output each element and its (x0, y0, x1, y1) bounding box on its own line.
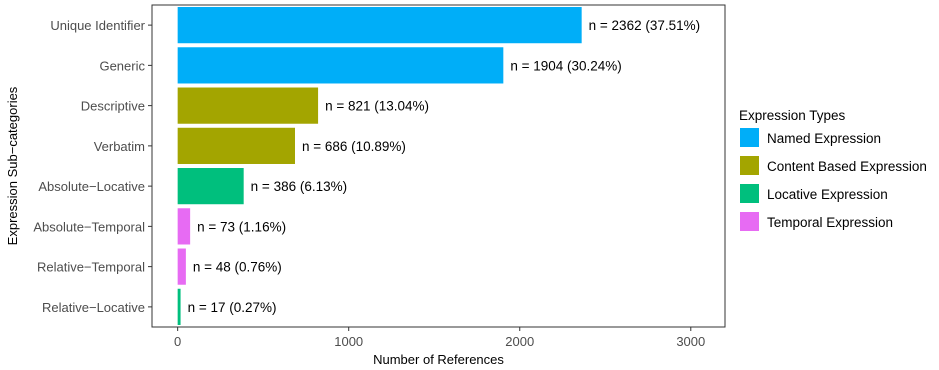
x-tick-label: 3000 (676, 334, 705, 349)
bars-layer (177, 7, 582, 325)
y-tick-label: Absolute−Locative (38, 179, 145, 194)
y-tick-label: Relative−Locative (42, 300, 145, 315)
legend-label: Locative Expression (767, 187, 888, 202)
data-label: n = 17 (0.27%) (188, 300, 277, 315)
data-label: n = 1904 (30.24%) (510, 58, 621, 73)
data-label: n = 686 (10.89%) (302, 139, 406, 154)
data-labels-layer: n = 2362 (37.51%) n = 1904 (30.24%) n = 82… (188, 18, 701, 315)
legend-swatch (740, 156, 759, 175)
y-tick-label: Verbatim (94, 139, 145, 154)
y-tick-label: Unique Identifier (50, 18, 145, 33)
bar (177, 168, 244, 205)
legend-label: Temporal Expression (767, 215, 893, 230)
y-tick-label: Descriptive (81, 99, 145, 114)
bar (177, 47, 504, 84)
legend-label: Content Based Expression (767, 159, 927, 174)
y-tick-label: Relative−Temporal (37, 260, 145, 275)
x-tick-label: 0 (174, 334, 181, 349)
bar (177, 87, 319, 124)
data-label: n = 73 (1.16%) (197, 219, 286, 234)
data-label: n = 2362 (37.51%) (589, 18, 700, 33)
data-label: n = 386 (6.13%) (251, 179, 347, 194)
bar (177, 208, 191, 245)
bar (177, 248, 186, 285)
x-tick-label: 2000 (505, 334, 534, 349)
y-tick-label: Generic (99, 58, 145, 73)
data-label: n = 48 (0.76%) (193, 260, 282, 275)
bar (177, 288, 181, 325)
y-axis-title: Expression Sub−categories (5, 86, 20, 245)
legend-swatch (740, 128, 759, 147)
x-axis-title: Number of References (373, 352, 504, 367)
legend: Expression Types Named Expression Content… (739, 108, 927, 231)
x-tick-label: 1000 (334, 334, 363, 349)
legend-swatch (740, 184, 759, 203)
x-axis: 0 1000 2000 3000 (174, 327, 705, 349)
legend-label: Named Expression (767, 131, 881, 146)
legend-title: Expression Types (739, 108, 846, 123)
y-tick-label: Absolute−Temporal (33, 219, 145, 234)
legend-swatch (740, 212, 759, 231)
data-label: n = 821 (13.04%) (325, 99, 429, 114)
bar (177, 7, 582, 44)
bar (177, 127, 295, 164)
y-axis: Unique Identifier Generic Descriptive Verba… (33, 18, 152, 315)
